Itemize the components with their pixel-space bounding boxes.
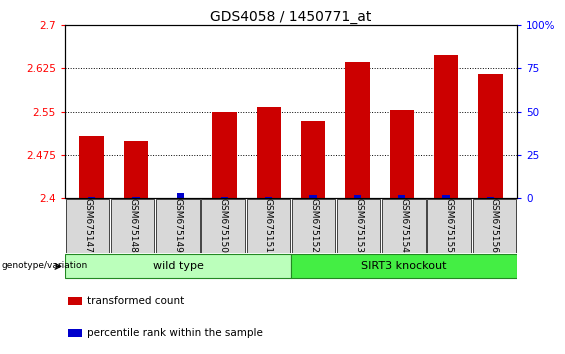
Bar (132, 196, 140, 198)
Text: GSM675149: GSM675149 (173, 198, 182, 253)
Bar (79, 136, 104, 198)
Bar (383, 199, 425, 252)
Bar (337, 199, 380, 252)
Bar (157, 199, 199, 252)
Bar (434, 55, 458, 198)
Bar (390, 110, 414, 198)
Bar (66, 199, 109, 252)
Bar (486, 196, 494, 198)
Text: GSM675151: GSM675151 (264, 198, 273, 253)
Bar (124, 141, 148, 198)
Text: GSM675148: GSM675148 (128, 198, 137, 253)
Bar (310, 195, 317, 198)
Text: GSM675152: GSM675152 (309, 198, 318, 253)
Bar (478, 74, 503, 198)
Bar (292, 255, 516, 278)
Bar (257, 107, 281, 198)
Bar (68, 329, 82, 337)
Bar (247, 199, 290, 252)
Bar (345, 62, 370, 198)
Bar (221, 196, 228, 198)
Text: percentile rank within the sample: percentile rank within the sample (87, 328, 263, 338)
Text: SIRT3 knockout: SIRT3 knockout (361, 261, 447, 271)
Text: GSM675153: GSM675153 (354, 198, 363, 253)
Text: wild type: wild type (153, 261, 203, 271)
Bar (88, 196, 95, 198)
Text: GSM675147: GSM675147 (83, 198, 92, 253)
Bar (292, 199, 335, 252)
Bar (354, 195, 361, 198)
Bar (442, 195, 450, 198)
Bar (111, 199, 154, 252)
Bar (265, 196, 272, 198)
Bar (398, 195, 406, 198)
Bar (66, 255, 290, 278)
Text: GSM675150: GSM675150 (219, 198, 228, 253)
Bar (176, 193, 184, 198)
Text: GSM675156: GSM675156 (490, 198, 499, 253)
Text: genotype/variation: genotype/variation (1, 261, 88, 269)
Bar (212, 112, 237, 198)
Bar (301, 121, 325, 198)
Text: GSM675154: GSM675154 (399, 198, 408, 253)
Text: transformed count: transformed count (87, 296, 184, 306)
Text: GSM675155: GSM675155 (445, 198, 454, 253)
Bar (68, 297, 82, 305)
Bar (428, 199, 471, 252)
Title: GDS4058 / 1450771_at: GDS4058 / 1450771_at (210, 10, 372, 24)
Bar (473, 199, 516, 252)
Bar (202, 199, 245, 252)
